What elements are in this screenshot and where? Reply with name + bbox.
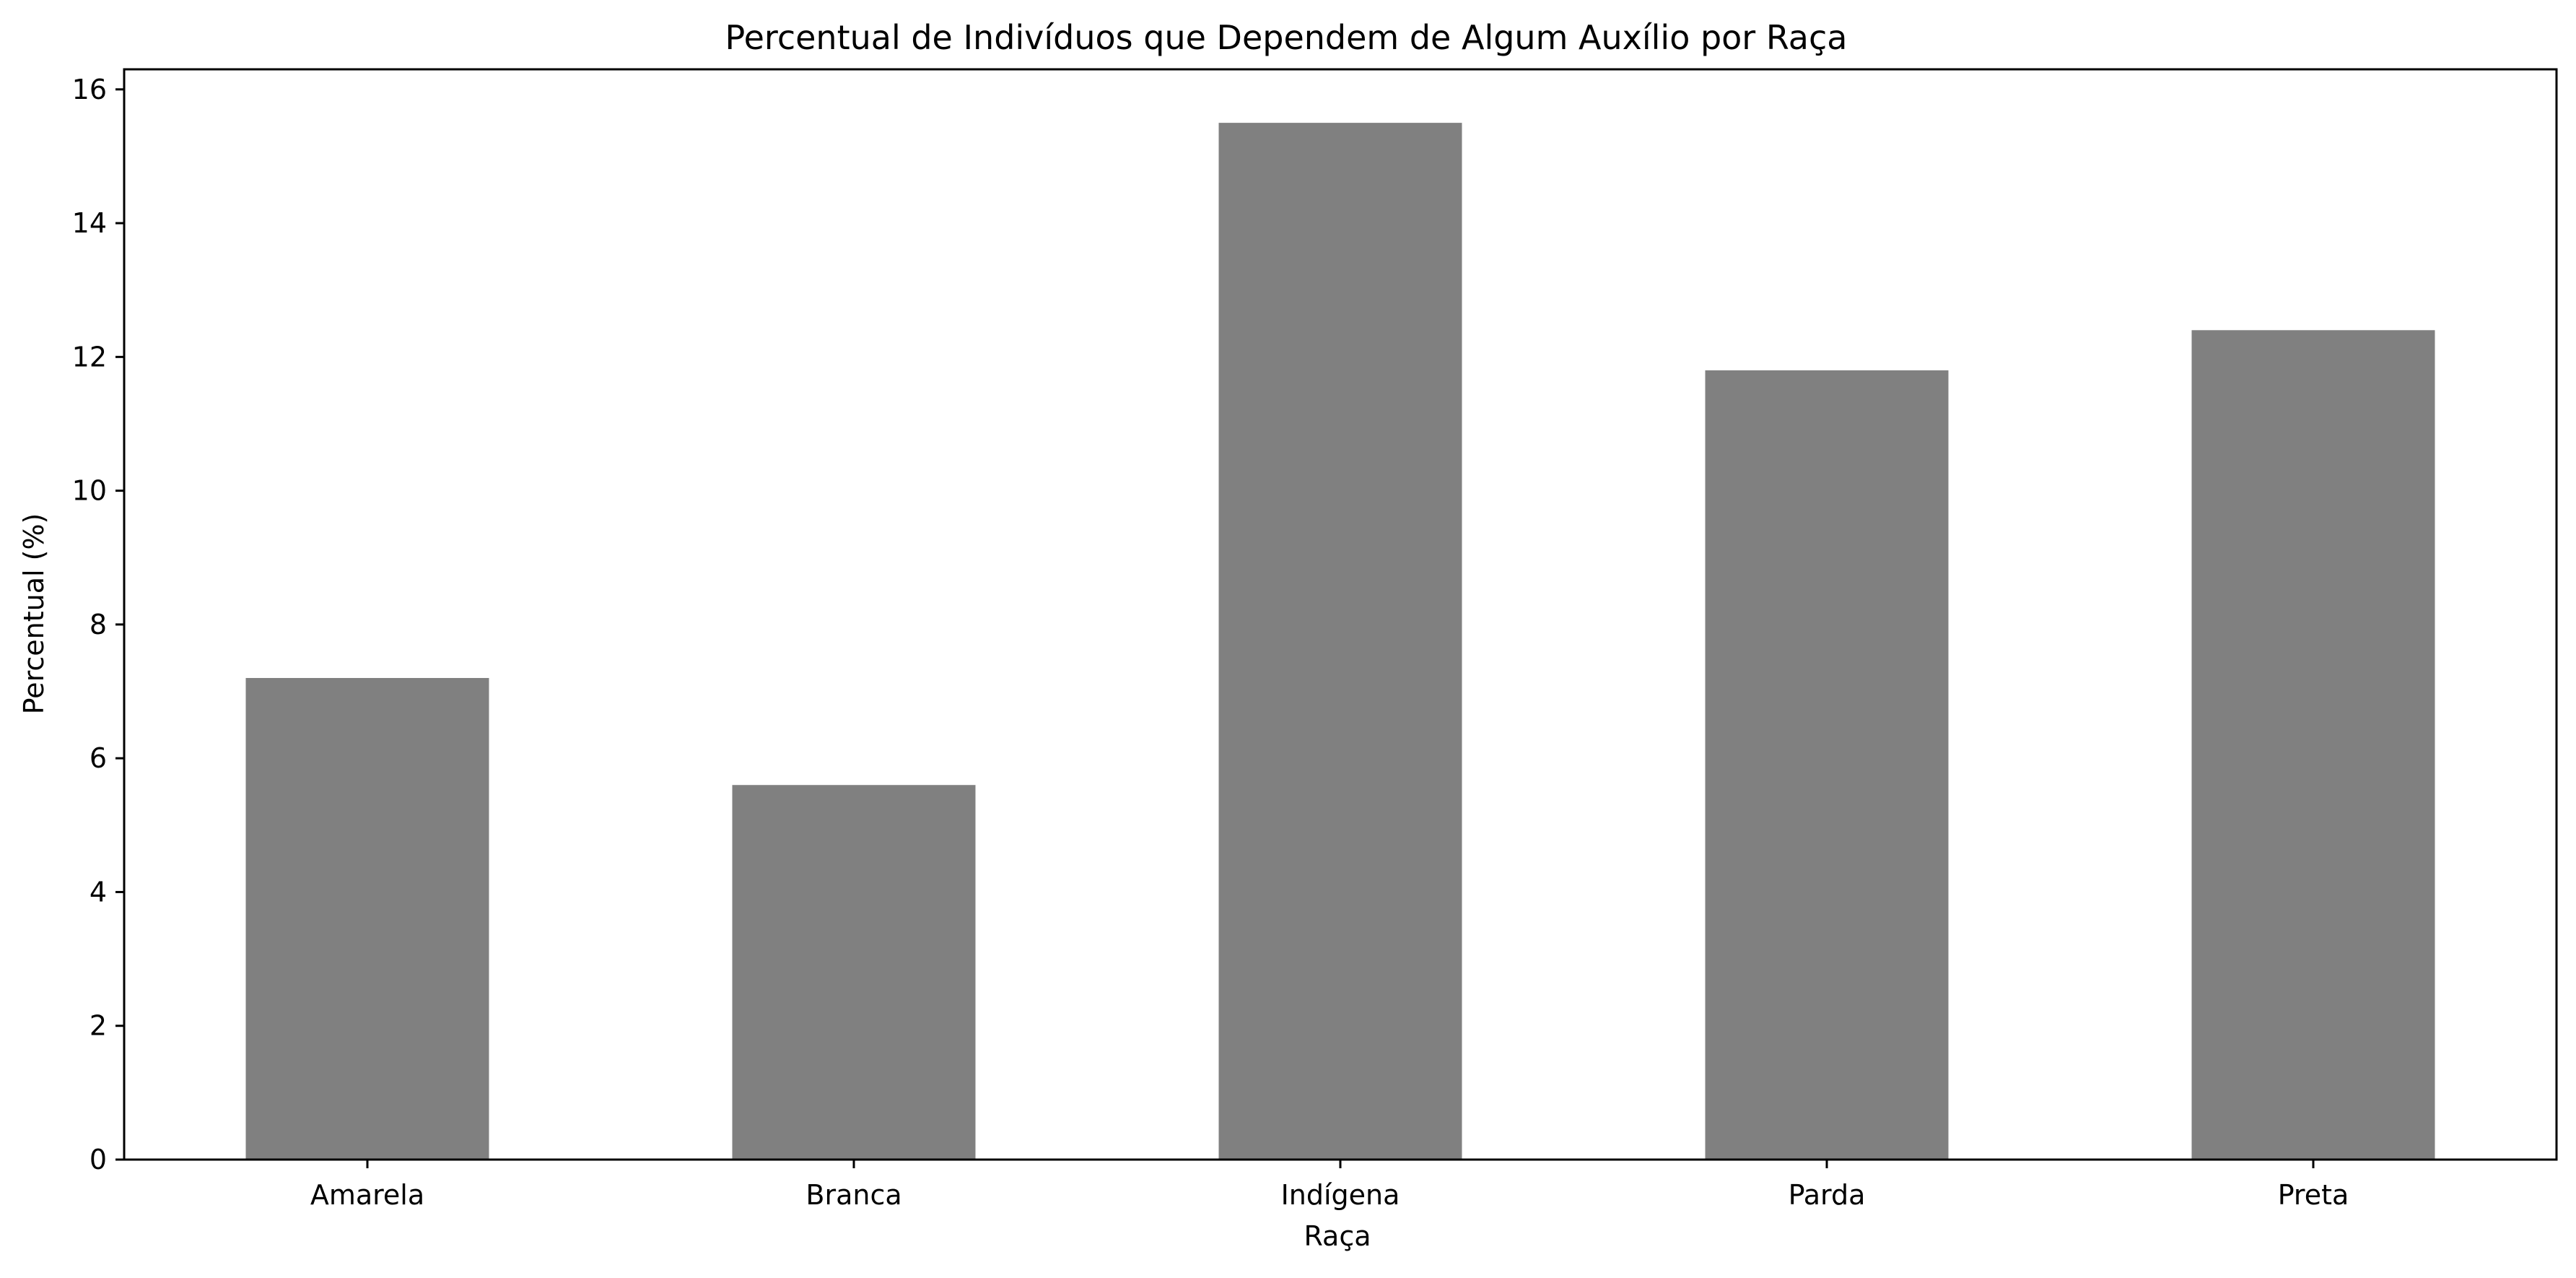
bar-preta <box>2191 330 2435 1160</box>
x-tick-label: Parda <box>1789 1179 1866 1211</box>
y-tick-label: 16 <box>72 74 107 105</box>
x-tick-label: Amarela <box>310 1179 424 1211</box>
y-axis-label: Percentual (%) <box>18 513 50 715</box>
x-tick-label: Branca <box>805 1179 901 1211</box>
x-tick-label: Indígena <box>1281 1179 1400 1211</box>
y-tick-label: 8 <box>89 609 107 640</box>
y-tick-label: 10 <box>72 475 107 507</box>
y-tick-label: 2 <box>89 1010 107 1042</box>
x-axis-ticks: Amarela Branca Indígena Parda Preta <box>310 1160 2349 1211</box>
y-tick-label: 6 <box>89 742 107 774</box>
bar-indígena <box>1218 123 1462 1160</box>
y-tick-label: 14 <box>72 207 107 239</box>
y-tick-label: 12 <box>72 341 107 373</box>
x-axis-label: Raça <box>1304 1220 1371 1252</box>
y-axis-ticks: 0 2 4 6 8 10 12 14 16 <box>72 74 124 1175</box>
y-tick-label: 0 <box>89 1144 107 1175</box>
plot-frame <box>123 68 2558 1161</box>
bar-branca <box>732 785 976 1160</box>
x-tick-label: Preta <box>2278 1179 2349 1211</box>
chart-title: Percentual de Indivíduos que Dependem de… <box>725 18 1848 57</box>
bar-parda <box>1705 370 1949 1160</box>
y-tick-label: 4 <box>89 876 107 908</box>
bar-amarela <box>245 678 489 1160</box>
bars-layer <box>245 123 2435 1160</box>
